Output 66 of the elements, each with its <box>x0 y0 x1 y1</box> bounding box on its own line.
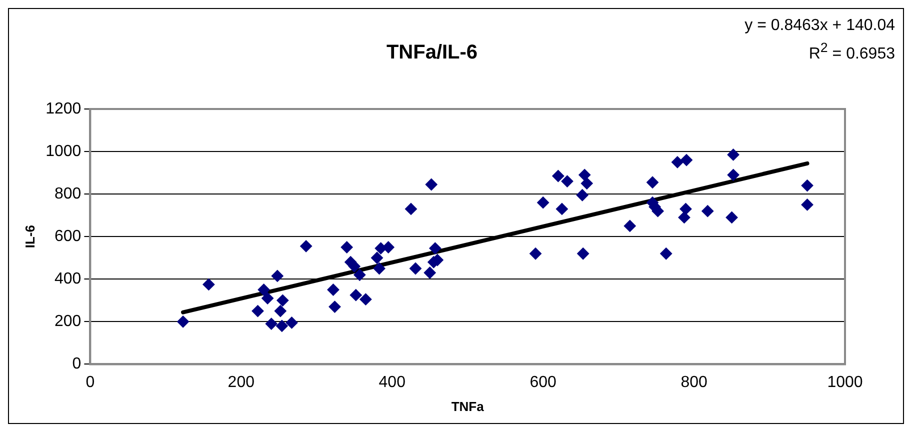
y-tick-label: 400 <box>54 270 82 288</box>
point <box>624 220 636 232</box>
point <box>537 196 550 209</box>
point <box>580 177 593 190</box>
y-axis-title: IL-6 <box>22 225 38 248</box>
point <box>577 248 590 260</box>
x-tick-label: 400 <box>378 374 406 392</box>
point <box>252 305 264 318</box>
point <box>271 270 284 282</box>
point <box>671 156 684 168</box>
y-tick-label: 800 <box>54 185 82 202</box>
point <box>276 294 289 306</box>
point <box>429 242 442 254</box>
y-tick-label: 600 <box>54 228 82 246</box>
text: y = 0.8463x + 140.04 <box>744 16 895 36</box>
point <box>561 175 574 188</box>
point <box>556 202 568 215</box>
point <box>801 198 814 211</box>
point <box>578 168 591 181</box>
point <box>727 168 740 181</box>
point <box>726 211 738 224</box>
point <box>340 241 353 254</box>
point <box>680 154 692 166</box>
point <box>530 248 542 260</box>
x-tick-label: 600 <box>530 374 557 392</box>
point <box>258 284 270 296</box>
point <box>177 316 190 328</box>
y-tick-label: 1200 <box>46 100 82 118</box>
point <box>202 278 215 290</box>
point <box>702 205 714 218</box>
point <box>678 211 690 224</box>
point <box>425 178 438 190</box>
point <box>576 189 588 202</box>
point <box>801 180 814 192</box>
point <box>424 266 436 279</box>
point <box>286 316 298 329</box>
y-tick-label: 200 <box>54 313 82 330</box>
point <box>300 240 312 252</box>
point <box>360 293 372 306</box>
x-tick-label: 0 <box>86 374 95 392</box>
text: R$^{2}$ = 0.6953 <box>808 39 895 64</box>
point <box>646 176 659 188</box>
point <box>410 262 422 274</box>
point <box>373 262 386 274</box>
point <box>404 202 417 215</box>
point <box>371 252 384 264</box>
point <box>327 284 340 296</box>
point <box>262 292 274 304</box>
x-axis-title: TNFa <box>451 398 485 414</box>
point <box>727 148 740 161</box>
chart-title: TNFa/IL-6 <box>386 42 478 64</box>
point <box>350 289 362 302</box>
x-tick-label: 200 <box>228 374 255 392</box>
point <box>348 260 360 272</box>
point <box>274 305 286 318</box>
point <box>660 248 672 260</box>
x-tick-label: 1000 <box>827 374 863 392</box>
point <box>552 170 564 182</box>
point <box>680 202 692 215</box>
point <box>328 300 341 313</box>
point <box>276 320 288 332</box>
x-tick-label: 800 <box>680 374 708 392</box>
point <box>354 268 366 281</box>
y-tick-label: 0 <box>72 356 82 373</box>
y-tick-label: 1000 <box>46 142 82 160</box>
point <box>265 318 278 330</box>
